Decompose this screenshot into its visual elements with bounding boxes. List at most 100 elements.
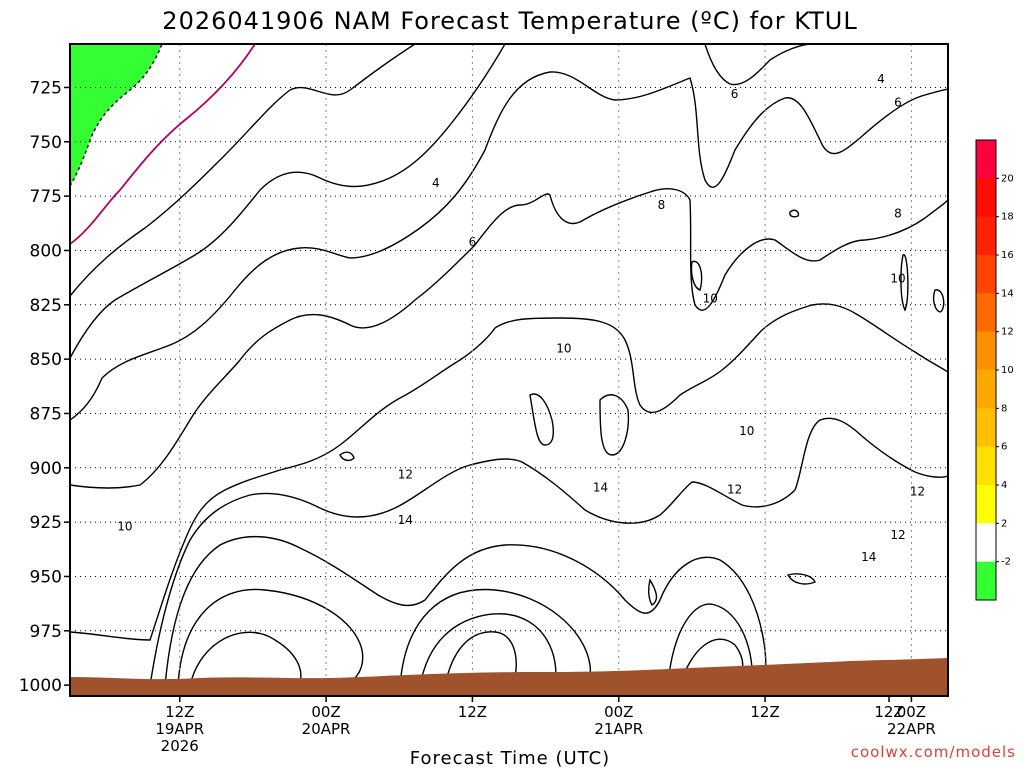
y-tick-label: 900 [30,459,62,479]
contour-label-4: 4 [432,176,440,190]
contour-8 [70,188,948,489]
colorbar-swatch-c_14_16 [976,255,996,294]
colorbar-swatch-c_m2_2 [976,523,996,563]
svg-text:6: 6 [469,235,477,249]
contour-2 [70,44,416,297]
svg-text:10: 10 [703,291,718,305]
contour-20 [444,631,517,687]
x-tick-label: 12Z [750,703,779,721]
colorbar-label: -2 [1001,557,1011,568]
colorbar-swatch-c_6_8 [976,408,996,448]
svg-text:12: 12 [727,483,742,497]
contour-10 [70,303,948,641]
svg-text:8: 8 [894,207,902,221]
colorbar-swatch-c_10_12 [976,331,996,371]
y-tick-label: 775 [30,187,62,207]
colorbar-label: 6 [1001,442,1007,453]
contour-label-6: 6 [894,96,902,110]
svg-text:10: 10 [890,272,905,286]
contour-4 [70,44,811,359]
colorbar-label: 16 [1001,250,1014,261]
colorbar-swatch-c_lt_m2 [976,561,996,601]
y-tick-label: 925 [30,513,62,533]
colorbar-label: 4 [1001,480,1007,491]
chart-title: 2026041906 NAM Forecast Temperature (ºC)… [162,7,857,35]
colorbar-swatch-c_8_10 [976,370,996,409]
contour-12 [149,417,948,687]
y-tick-label: 750 [30,133,62,153]
colorbar-swatch-c_12_14 [976,293,996,333]
contour-label-10: 10 [890,272,905,286]
contour-label-10: 10 [739,424,754,438]
svg-text:12: 12 [910,485,925,499]
svg-text:14: 14 [593,480,608,494]
contour-6 [70,71,948,421]
y-tick-label: 825 [30,296,62,316]
contour-label-14: 14 [861,550,876,564]
contour-label-10: 10 [556,341,571,355]
contour-14 [164,535,767,687]
credit-text: coolwx.com/models [851,743,1016,761]
ground-terrain [70,658,948,696]
svg-text:6: 6 [894,96,902,110]
plot-frame [69,43,949,697]
colorbar-label: 12 [1001,327,1014,338]
contour-label-12: 12 [398,467,413,481]
contour-label-14: 14 [398,513,413,527]
contour-label-10: 10 [117,519,132,533]
contour-label-4: 4 [877,72,885,86]
contour-label-8: 8 [658,198,666,212]
x-tick-label: 00Z [311,703,340,721]
x-tick-label: 20APR [302,720,351,738]
x-tick-label: 00Z [897,703,926,721]
contour-label-14: 14 [593,480,608,494]
y-tick-label: 725 [30,78,62,98]
colorbar-swatch-c_18_20 [976,178,996,218]
contour-islands [339,209,945,606]
colorbar-swatch-c_4_6 [976,446,996,486]
colorbar-label: 2 [1001,518,1007,529]
contour-label-8: 8 [894,207,902,221]
colorbar-swatch-c_16_18 [976,216,996,256]
svg-text:12: 12 [398,467,413,481]
svg-text:8: 8 [658,198,666,212]
x-axis-title: Forecast Time (UTC) [410,748,610,768]
x-tick-label: 12Z [165,703,194,721]
grid-lines [70,44,948,696]
y-tick-label: 875 [30,404,62,424]
svg-text:4: 4 [432,176,440,190]
colorbar-label: 14 [1001,288,1014,299]
colorbar-label: 8 [1001,403,1007,414]
y-tick-label: 800 [30,241,62,261]
y-tick-label: 850 [30,350,62,370]
band-m2-2 [70,44,948,696]
svg-text:10: 10 [117,519,132,533]
colorbar-label: 20 [1001,173,1014,184]
x-tick-label: 12Z [458,703,487,721]
svg-text:14: 14 [861,550,876,564]
colorbar-label: 10 [1001,365,1014,376]
colorbar-label: 18 [1001,212,1014,223]
x-tick-label: 21APR [594,720,643,738]
y-axis: 725 750 775 800 825 850 875 900 925 950 975 1000 [19,78,70,696]
contour-label-6: 6 [731,87,739,101]
svg-text:14: 14 [398,513,413,527]
svg-text:6: 6 [731,87,739,101]
colorbar-swatch-c_gt_20 [976,140,996,179]
x-tick-label: 00Z [604,703,633,721]
x-tick-label: 22APR [887,720,936,738]
contour-label-10: 10 [703,291,718,305]
x-tick-label: 2026 [161,737,199,755]
y-tick-label: 950 [30,567,62,587]
temperature-contours [70,44,948,687]
y-tick-label: 975 [30,622,62,642]
x-tick-label: 12Z [874,703,903,721]
temperature-bands [70,44,948,696]
contour-minus-2 [70,44,163,187]
colorbar: 20 18 16 14 12 10 8 6 4 2 -2 [975,139,1014,601]
x-tick-label: 19APR [155,720,204,738]
